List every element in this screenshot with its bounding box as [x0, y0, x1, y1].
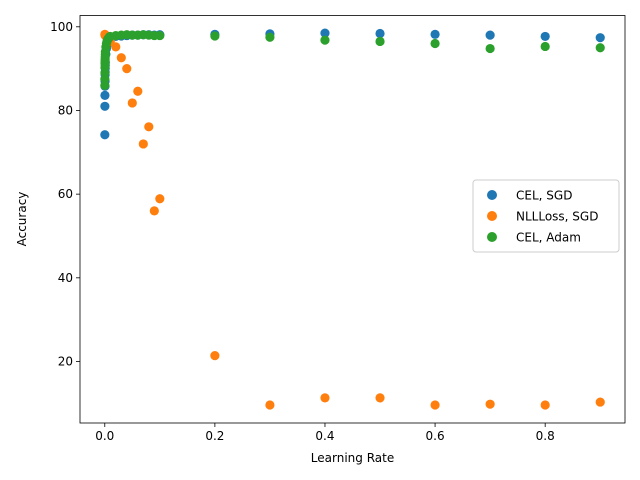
data-point — [100, 101, 110, 111]
x-axis-label: Learning Rate — [311, 451, 394, 465]
data-point — [138, 139, 148, 149]
plot-area-frame — [79, 15, 626, 424]
data-point — [155, 194, 165, 204]
x-tick-label: 0.6 — [426, 429, 445, 443]
y-tick-label: 40 — [58, 271, 73, 285]
data-point — [122, 64, 132, 74]
data-point — [210, 351, 220, 361]
x-axis-ticks: 0.0 0.2 0.4 0.6 0.8 — [95, 423, 555, 443]
y-axis-label: Accuracy — [15, 192, 29, 247]
legend-marker-cel-sgd — [487, 190, 497, 200]
data-point — [540, 400, 550, 410]
data-point — [111, 42, 121, 52]
data-point — [320, 35, 330, 45]
data-point — [375, 28, 385, 39]
data-point — [540, 31, 550, 42]
data-point — [375, 36, 385, 47]
data-point — [100, 130, 110, 140]
x-tick-label: 0.4 — [315, 429, 334, 443]
data-point — [595, 43, 605, 53]
data-point — [540, 41, 550, 52]
data-point — [133, 86, 143, 96]
series-2 — [100, 30, 605, 90]
data-point — [265, 400, 275, 410]
y-tick-label: 60 — [58, 187, 73, 201]
x-tick-label: 0.2 — [205, 429, 224, 443]
legend: CEL, SGD NLLLoss, SGD CEL, Adam — [472, 179, 620, 253]
x-tick-label: 0.8 — [536, 429, 555, 443]
legend-label-cel-sgd: CEL, SGD — [516, 189, 572, 203]
data-point — [116, 53, 126, 63]
legend-label-nllloss-sgd: NLLLoss, SGD — [516, 210, 598, 224]
data-point — [595, 397, 605, 407]
legend-label-cel-adam: CEL, Adam — [516, 231, 581, 245]
y-tick-label: 100 — [50, 20, 73, 34]
data-point — [485, 30, 495, 40]
data-point — [127, 98, 137, 108]
data-point — [155, 30, 165, 41]
data-point — [430, 38, 440, 49]
data-point — [485, 43, 495, 54]
legend-marker-nllloss-sgd — [487, 211, 497, 221]
y-tick-label: 80 — [58, 103, 73, 117]
legend-box — [472, 179, 620, 253]
data-point — [595, 33, 605, 43]
data-point — [430, 29, 440, 39]
data-point — [265, 32, 275, 42]
legend-marker-cel-adam — [487, 232, 497, 242]
data-point — [144, 122, 154, 132]
data-point — [375, 393, 385, 403]
data-point — [485, 399, 495, 409]
x-tick-label: 0.0 — [95, 429, 114, 443]
data-point — [149, 206, 159, 216]
data-point — [430, 400, 440, 410]
data-point — [100, 90, 110, 101]
data-points — [100, 28, 605, 410]
y-axis-ticks: 20 40 60 80 100 — [50, 20, 80, 368]
data-point — [320, 393, 330, 403]
data-point — [210, 31, 220, 41]
data-point — [320, 28, 330, 38]
y-tick-label: 20 — [58, 354, 73, 368]
